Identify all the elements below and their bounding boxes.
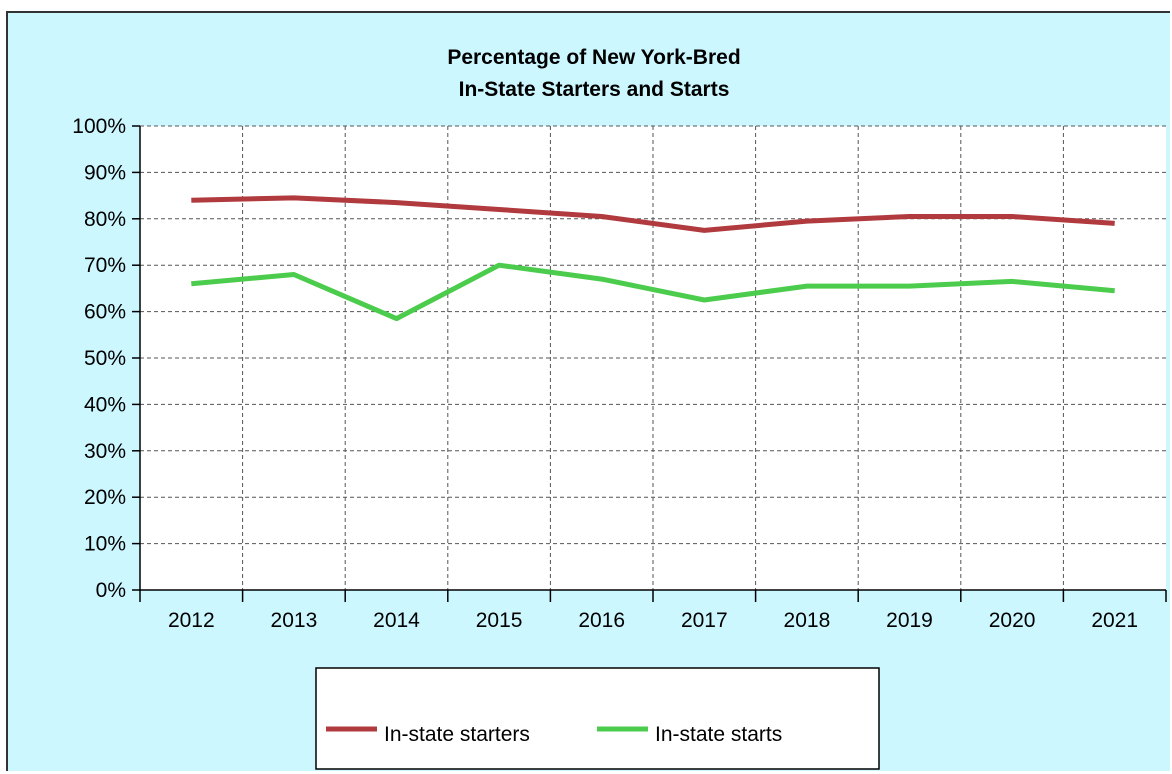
y-tick-label: 70% (84, 254, 126, 277)
series-line-2 (191, 262, 1115, 322)
y-tick-label: 90% (84, 161, 126, 184)
chart-title-line-2: In-State Starters and Starts (459, 78, 730, 101)
y-tick-label: 60% (84, 301, 126, 324)
x-tick-label: 2019 (886, 609, 933, 632)
y-tick-label: 40% (84, 393, 126, 416)
x-tick-label: 2012 (168, 609, 215, 632)
chart-title-line-1: Percentage of New York-Bred (447, 46, 740, 69)
legend-label-2: In-state starts (655, 723, 782, 746)
x-tick-label: 2021 (1091, 609, 1138, 632)
y-tick-label: 80% (84, 208, 126, 231)
y-tick-label: 20% (84, 486, 126, 509)
y-tick-label: 30% (84, 440, 126, 463)
legend-box (315, 667, 880, 770)
y-tick-label: 100% (72, 115, 126, 138)
legend: In-state starters In-state starts (315, 667, 880, 770)
y-tick-label: 10% (84, 533, 126, 556)
y-tick-label: 0% (96, 579, 126, 602)
x-tick-label: 2020 (989, 609, 1036, 632)
legend-label-1: In-state starters (384, 723, 530, 746)
x-tick-label: 2014 (373, 609, 420, 632)
y-tick-label: 50% (84, 347, 126, 370)
x-tick-label: 2016 (578, 609, 625, 632)
axes: 0% 10% 20% 30% 40% 50% 60% 70% 80% 90% 100% 2012 201… (72, 115, 1167, 632)
grid-lines (140, 125, 1166, 590)
x-tick-label: 2017 (681, 609, 728, 632)
series-line-1 (191, 195, 1115, 233)
x-tick-label: 2013 (271, 609, 318, 632)
x-tick-label: 2018 (784, 609, 831, 632)
x-tick-label: 2015 (476, 609, 523, 632)
series-lines (191, 195, 1115, 322)
